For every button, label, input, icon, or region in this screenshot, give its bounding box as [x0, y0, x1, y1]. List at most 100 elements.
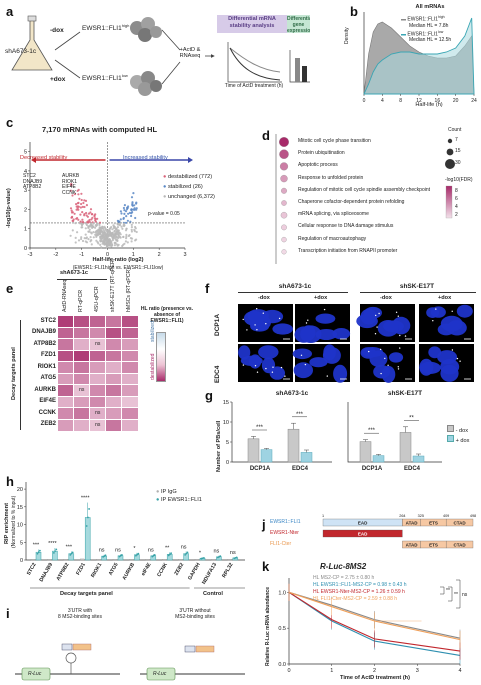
go-term-label: Regulation of macroautophagy	[298, 235, 367, 242]
y-tick-label: 3	[24, 188, 27, 194]
data-point	[81, 205, 84, 208]
sig-label: ns	[99, 548, 105, 554]
y-tick-label: 0.0	[278, 662, 286, 668]
p-body	[256, 329, 258, 331]
panel-a-xlabel: Time of ActD treatment (h)	[224, 83, 284, 89]
x-tick-label: 0	[106, 252, 109, 258]
go-dot	[281, 249, 287, 255]
replicate-point	[235, 556, 238, 559]
panel-e: shA673-1c ActD-RNAseq RT-qPCR 4SU-qPCR shSK…	[0, 258, 200, 442]
nucleus	[292, 348, 312, 360]
p-body	[404, 335, 407, 337]
bar-igg	[79, 558, 85, 561]
bar-ip	[84, 517, 91, 561]
replicate-point	[137, 552, 140, 555]
go-term-label: mRNA splicing, via spliceosome	[298, 211, 369, 218]
x-tick-label: EDC4	[292, 466, 309, 472]
nucleus	[272, 323, 293, 335]
data-point	[81, 218, 84, 221]
gene-labels-right: AURKB RIOK1 EIF4E CCNK	[62, 173, 79, 196]
data-point	[116, 244, 119, 247]
data-point	[70, 216, 73, 219]
data-point	[101, 231, 105, 234]
x-tick-label: ATP8B2	[56, 562, 71, 582]
sig-label: ****	[48, 541, 57, 547]
panel-label-a: a	[6, 4, 14, 19]
p-body	[271, 371, 274, 373]
replicate-point	[186, 551, 189, 554]
y-tick-label: 0	[226, 460, 229, 466]
data-point	[91, 213, 94, 216]
p-body	[395, 311, 398, 313]
p-body	[451, 349, 454, 351]
data-point	[85, 204, 88, 207]
data-point	[123, 209, 126, 212]
bar-igg	[129, 559, 134, 561]
data-point	[124, 240, 127, 243]
g-legend-plus: + dox	[447, 435, 469, 445]
gene-label: CCNK	[62, 189, 77, 196]
p-body	[432, 320, 434, 322]
nucleus	[440, 359, 460, 375]
panel-g: shA673-1c shSK-E17T 0 5 10 15 *** DCP1A *** EDC…	[200, 382, 481, 482]
panel-a: shA673-1c -dox +dox EWSR1::FLI1high EWSR…	[0, 0, 310, 112]
x-tick-label: 0	[363, 98, 366, 104]
data-point	[123, 224, 126, 227]
gene-label: EIF4E	[62, 184, 76, 191]
panel-b-title: All mRNAs	[415, 4, 445, 10]
data-point	[78, 197, 81, 200]
data-point	[122, 222, 126, 225]
count-legend-dot	[445, 159, 455, 169]
data-point	[84, 227, 87, 230]
heatmap-col-label: hMSCs (RT-qPCR)	[126, 267, 132, 312]
go-dot	[281, 236, 287, 243]
data-point	[124, 210, 128, 213]
data-point	[96, 230, 99, 233]
treatment-label: +ActD & RNAseq	[179, 47, 201, 59]
nucleus	[240, 355, 263, 366]
rip-bar-chart: 05101520***STC2****DNAJB9***ATP8B2****FZ…	[17, 482, 245, 589]
panel-label-c: c	[6, 115, 14, 130]
x-tick-label: RPL32	[221, 562, 234, 579]
x-tick-label: 4	[458, 668, 461, 674]
y-tick-label: 0.5	[278, 626, 286, 632]
f-cond: +dox	[314, 295, 328, 301]
microscopy-grid	[238, 304, 474, 383]
p-body	[307, 319, 309, 321]
x-tick-label: CCNK	[156, 562, 169, 578]
replicate-point	[85, 525, 88, 527]
data-point	[87, 238, 90, 241]
x-tick-label: STC2	[26, 562, 38, 577]
box-gene-expression: Differential gene expression analysis	[287, 16, 310, 34]
sig-label: ns	[230, 550, 236, 556]
data-point	[69, 234, 72, 237]
increased-label: Increased stability	[123, 155, 168, 161]
sig-label: ***	[296, 412, 304, 418]
p-body	[368, 350, 370, 353]
data-point	[127, 205, 130, 208]
panel-label-k: k	[262, 559, 270, 574]
bar	[412, 455, 425, 463]
data-point	[132, 192, 135, 195]
panel-c: 7,170 mRNAs with computed HL -3 -2 -1 0 1 2 3 0…	[0, 112, 250, 272]
p-body	[456, 357, 459, 360]
p-body	[399, 347, 401, 349]
panel-h: 0 5 10 15 20 *** STC2 **** DNAJB9 *** ATP8B2 **** FZ…	[0, 470, 250, 600]
heatmap-cell: ns	[89, 418, 107, 432]
data-point	[117, 220, 120, 223]
position-label: 1	[322, 514, 324, 518]
data-point	[135, 230, 138, 234]
data-point	[130, 228, 133, 231]
x-tick-label: -2	[53, 252, 58, 258]
ews-low-label: EWSR1::FLI1low	[82, 73, 128, 83]
p-body	[242, 364, 245, 366]
heatmap-col-label: shSK-E17T (RT-qPCR)	[110, 258, 116, 312]
data-point	[100, 237, 103, 240]
data-point	[80, 192, 83, 195]
p-body	[300, 354, 303, 356]
h-ylabel: RIP enrichment	[4, 503, 10, 544]
j-construct-2: EWSR1-Nter	[270, 530, 299, 536]
count-7: 7	[455, 137, 458, 143]
p-body	[262, 312, 264, 314]
replicate-point	[135, 554, 137, 557]
